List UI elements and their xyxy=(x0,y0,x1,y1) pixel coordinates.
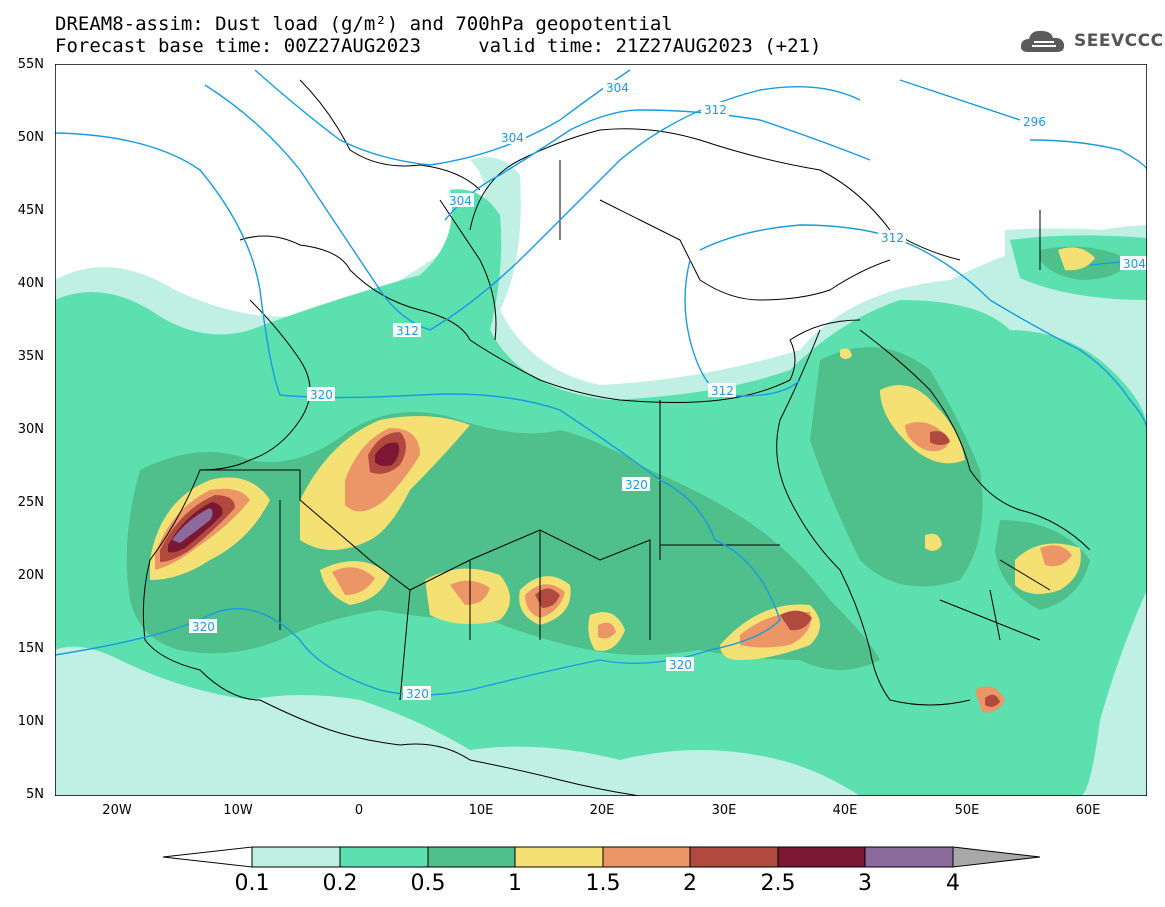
contour-labels: 304 304 312 304 296 312 304 312 312 320 … xyxy=(189,80,1147,701)
map-title: DREAM8-assim: Dust load (g/m²) and 700hP… xyxy=(55,13,673,35)
colorbar-segment-0-1 xyxy=(251,846,341,868)
colorbar-segment-0-5 xyxy=(427,846,516,868)
contour-label-320: 320 xyxy=(189,619,217,634)
dust-band-3 xyxy=(172,508,213,543)
lon-label-10e: 10E xyxy=(468,803,494,818)
lon-label-60e: 60E xyxy=(1075,803,1101,818)
colorbar-under-arrow xyxy=(162,846,253,868)
lat-label-55n: 55N xyxy=(17,57,44,72)
seevccc-logo: SEEVCCC xyxy=(1018,26,1164,56)
svg-text:312: 312 xyxy=(704,103,727,117)
svg-text:312: 312 xyxy=(881,231,904,245)
cloud-icon xyxy=(1020,30,1065,52)
colorbar-tick-0-1: 0.1 xyxy=(234,871,270,896)
lat-label-45n: 45N xyxy=(17,203,44,218)
lat-label-40n: 40N xyxy=(17,276,44,291)
contour-label-304: 304 xyxy=(446,193,474,208)
lon-label-0: 0 xyxy=(354,803,364,818)
lat-label-20n: 20N xyxy=(17,568,44,583)
colorbar-tick-2: 2 xyxy=(683,871,697,896)
colorbar-tick-3: 3 xyxy=(858,871,872,896)
svg-text:296: 296 xyxy=(1023,115,1046,129)
contour-label-320: 320 xyxy=(622,477,650,492)
svg-text:320: 320 xyxy=(310,388,333,402)
colorbar-tick-1-5: 1.5 xyxy=(585,871,621,896)
lat-label-15n: 15N xyxy=(17,641,44,656)
svg-text:320: 320 xyxy=(192,620,215,634)
lon-label-40e: 40E xyxy=(832,803,858,818)
lon-label-20e: 20E xyxy=(589,803,615,818)
geopotential-contours xyxy=(55,69,1147,696)
contour-label-312: 312 xyxy=(708,383,736,398)
colorbar-tick-2-5: 2.5 xyxy=(760,871,796,896)
contour-label-296: 296 xyxy=(1020,114,1048,129)
lat-label-50n: 50N xyxy=(17,130,44,145)
svg-text:304: 304 xyxy=(449,194,472,208)
colorbar-over-arrow xyxy=(952,846,1041,868)
logo-text: SEEVCCC xyxy=(1074,31,1164,51)
svg-text:320: 320 xyxy=(669,658,692,672)
svg-text:304: 304 xyxy=(501,131,524,145)
contour-label-304: 304 xyxy=(1120,256,1147,271)
contour-label-312: 312 xyxy=(393,323,421,338)
contour-label-320: 320 xyxy=(403,686,431,701)
lat-label-30n: 30N xyxy=(17,422,44,437)
colorbar-segment-2-5 xyxy=(777,846,866,868)
colorbar-tick-0-5: 0.5 xyxy=(410,871,446,896)
country-borders xyxy=(142,79,1091,796)
lat-label-5n: 5N xyxy=(26,787,44,802)
contour-label-304: 304 xyxy=(498,130,526,145)
svg-text:312: 312 xyxy=(396,324,419,338)
contour-label-312: 312 xyxy=(878,230,906,245)
svg-text:304: 304 xyxy=(606,81,629,95)
lon-label-30e: 30E xyxy=(711,803,737,818)
contour-label-312: 312 xyxy=(701,102,729,117)
lat-label-35n: 35N xyxy=(17,349,44,364)
colorbar-segment-3 xyxy=(864,846,954,868)
contour-label-320: 320 xyxy=(307,387,335,402)
colorbar-tick-4: 4 xyxy=(946,871,960,896)
colorbar-tick-1: 1 xyxy=(508,871,522,896)
contour-label-304: 304 xyxy=(603,80,631,95)
lon-label-50e: 50E xyxy=(954,803,980,818)
svg-text:304: 304 xyxy=(1123,257,1146,271)
lon-label-10w: 10W xyxy=(223,803,253,818)
colorbar-segment-1 xyxy=(514,846,604,868)
contour-label-320: 320 xyxy=(666,657,694,672)
lat-label-10n: 10N xyxy=(17,714,44,729)
colorbar-tick-0-2: 0.2 xyxy=(322,871,358,896)
dust-load-map: 304 304 312 304 296 312 304 312 312 320 … xyxy=(55,64,1147,796)
svg-text:312: 312 xyxy=(711,384,734,398)
svg-text:320: 320 xyxy=(625,478,648,492)
svg-text:320: 320 xyxy=(406,687,429,701)
map-subtitle: Forecast base time: 00Z27AUG2023 valid t… xyxy=(55,35,822,57)
colorbar-segment-0-2 xyxy=(339,846,429,868)
colorbar-segment-2 xyxy=(689,846,779,868)
colorbar-segment-1-5 xyxy=(602,846,691,868)
lat-label-25n: 25N xyxy=(17,495,44,510)
lon-label-20w: 20W xyxy=(102,803,132,818)
